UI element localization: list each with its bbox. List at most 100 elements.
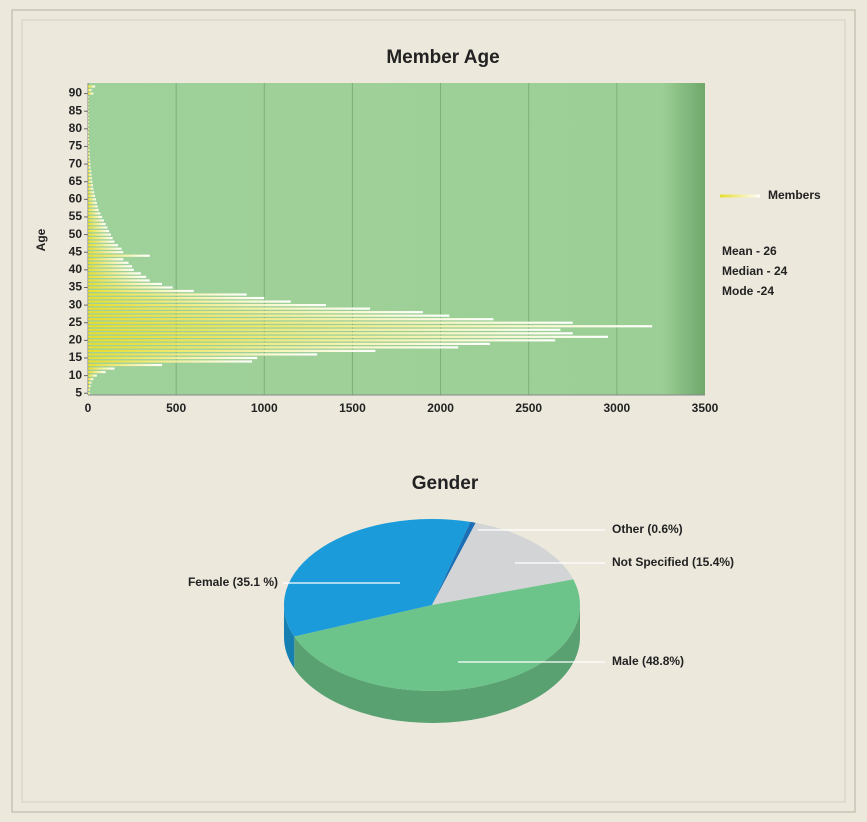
bar <box>88 388 90 391</box>
bar <box>88 131 89 134</box>
bar <box>88 159 91 162</box>
bar <box>88 148 90 152</box>
pie-label: Not Specified (15.4%) <box>612 555 734 569</box>
bar <box>88 222 106 226</box>
bar <box>88 138 90 141</box>
bar <box>88 353 318 356</box>
y-tick-label: 40 <box>69 262 83 276</box>
annotation: Mean - 26 <box>722 244 777 258</box>
bar <box>88 339 556 342</box>
bar <box>88 374 97 377</box>
bar <box>88 363 163 367</box>
y-tick-label: 75 <box>69 139 83 153</box>
bar <box>88 321 573 324</box>
pie-slice <box>432 521 476 605</box>
x-tick-label: 2500 <box>515 401 542 415</box>
bar <box>88 251 124 254</box>
bar <box>88 244 118 247</box>
bar <box>88 127 89 130</box>
bar <box>88 120 89 123</box>
y-tick-label: 5 <box>75 385 82 399</box>
pie-side <box>284 605 295 669</box>
bar <box>88 247 122 250</box>
pie-label: Male (48.8%) <box>612 654 684 668</box>
bar <box>88 162 91 166</box>
y-tick-label: 70 <box>69 156 83 170</box>
bar <box>88 96 89 99</box>
bar <box>88 332 573 335</box>
bar <box>88 92 94 95</box>
bar <box>88 237 113 240</box>
bar <box>88 233 111 236</box>
bar <box>88 258 124 261</box>
y-tick-label: 10 <box>69 368 83 382</box>
bar <box>88 124 89 127</box>
bar <box>88 367 115 370</box>
bar <box>88 378 94 381</box>
bar <box>88 314 450 317</box>
bar <box>88 103 89 106</box>
bar <box>88 311 423 314</box>
y-tick-label: 60 <box>69 192 83 206</box>
y-tick-label: 30 <box>69 297 83 311</box>
bar <box>88 328 561 331</box>
bar <box>88 194 96 197</box>
bar <box>88 349 376 353</box>
bar <box>88 360 252 363</box>
bar <box>88 240 115 243</box>
bar <box>88 205 98 208</box>
annotation: Median - 24 <box>722 264 788 278</box>
pie-slice <box>283 518 471 637</box>
bar <box>88 289 194 293</box>
pie-side <box>294 605 580 723</box>
x-tick-label: 1500 <box>339 401 366 415</box>
bar <box>88 201 97 204</box>
bar <box>88 187 94 190</box>
bar <box>88 268 134 271</box>
x-tick-label: 3000 <box>604 401 631 415</box>
bar <box>88 106 89 109</box>
annotation: Mode -24 <box>722 284 774 298</box>
frame <box>11 9 856 813</box>
bar <box>88 113 89 116</box>
bar <box>88 272 141 275</box>
bar <box>88 155 90 159</box>
y-tick-label: 65 <box>69 174 83 188</box>
bar <box>88 304 326 307</box>
x-tick-label: 2000 <box>427 401 454 415</box>
bar <box>88 261 129 264</box>
legend-swatch <box>720 194 760 198</box>
x-tick-label: 0 <box>85 401 92 415</box>
bar <box>88 286 173 289</box>
chart-title: Gender <box>412 473 479 494</box>
y-tick-label: 80 <box>69 121 83 135</box>
bar <box>88 342 490 345</box>
bar <box>88 229 110 233</box>
bar <box>88 318 494 321</box>
y-tick-label: 85 <box>69 103 83 117</box>
frame-inner <box>21 19 846 803</box>
bar <box>88 212 101 215</box>
bar <box>88 85 96 88</box>
bar <box>88 152 90 155</box>
bar <box>88 370 106 374</box>
x-tick-label: 500 <box>166 401 186 415</box>
bar <box>88 279 150 282</box>
bar <box>88 166 91 169</box>
bar <box>88 385 91 388</box>
bar <box>88 346 459 349</box>
bar <box>88 293 247 296</box>
x-tick-label: 3500 <box>692 401 719 415</box>
pie-label: Female (35.1 %) <box>188 575 278 589</box>
bar <box>88 392 90 395</box>
bar <box>88 184 93 187</box>
y-tick-label: 55 <box>69 209 83 223</box>
bar <box>88 173 92 176</box>
bar <box>88 215 103 219</box>
bar <box>88 226 108 229</box>
bar <box>88 275 147 278</box>
bar <box>88 254 150 257</box>
pie-label: Other (0.6%) <box>612 522 683 536</box>
y-axis-label: Age <box>34 228 48 251</box>
